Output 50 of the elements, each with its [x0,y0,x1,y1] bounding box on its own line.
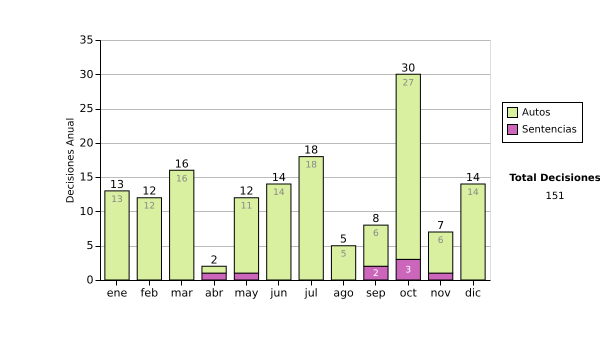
legend-label: Sentencias [522,124,577,136]
total-label: 14 [272,171,286,184]
x-tick-label: jun [269,286,288,300]
x-tick-label: ago [333,286,354,300]
y-tick-label: 0 [86,274,94,286]
total-label: 5 [340,232,348,246]
data-label: 14 [467,188,480,198]
y-tick-label: 5 [86,239,94,252]
x-tick-label: mar [170,286,194,300]
total-label: 13 [110,178,124,191]
text: 151 [545,191,565,202]
y-tick-label: 30 [80,68,94,81]
x-tick-label: ene [106,286,128,300]
y-tick-label: 15 [80,170,94,184]
data-label: 5 [340,250,346,260]
data-label: 6 [373,229,380,240]
x-tick-label: sep [366,286,386,300]
total-label: 16 [174,157,189,170]
total-label: 18 [304,144,318,157]
y-tick-label: 20 [80,136,94,150]
legend-label: Autos [522,108,550,118]
y-tick-label: 10 [80,204,94,218]
data-label: 11 [240,202,252,212]
data-label: 2 [373,269,379,280]
data-label: 18 [305,160,318,171]
x-tick-label: oct [400,286,418,300]
total-label: 12 [239,184,254,198]
data-label: 27 [402,78,414,88]
total-label: 7 [437,219,444,232]
total-label: 8 [372,212,380,226]
y-tick-label: 35 [80,34,94,46]
data-label: 14 [273,188,285,198]
data-label: 16 [176,174,188,184]
total-label: 12 [142,184,156,198]
total-label: 2 [210,253,218,266]
x-tick-label: jul [304,286,318,300]
total-label: 14 [466,171,480,184]
x-tick-label: abr [204,286,224,300]
y-axis-title: Decisiones Anual [66,118,77,204]
x-tick-label: nov [430,286,452,300]
data-label: 13 [111,194,123,205]
data-label: 12 [144,202,156,212]
x-tick-label: feb [140,286,158,300]
x-tick-label: may [234,286,259,300]
data-label: 3 [405,266,412,276]
total-label: 30 [401,61,416,74]
y-tick-label: 25 [80,102,94,116]
data-label: 6 [438,236,444,246]
x-tick-label: dic [464,286,482,300]
text: Total Decisiones [509,173,600,184]
